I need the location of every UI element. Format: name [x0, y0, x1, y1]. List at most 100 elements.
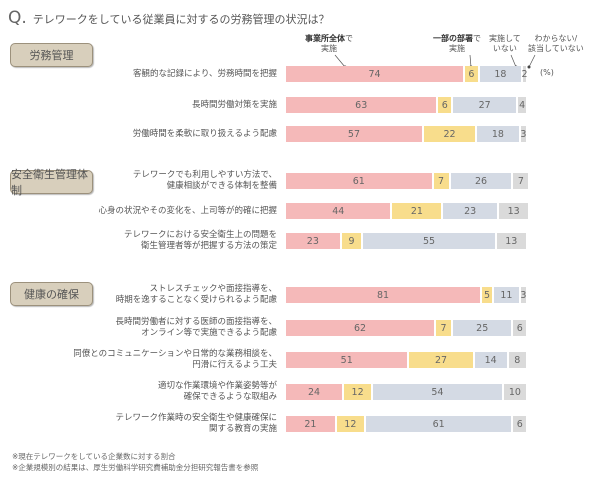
bar-segment: 74 [286, 66, 464, 82]
category-label-line: オンライン等で実施できるよう配慮 [141, 328, 277, 338]
leader-line [469, 54, 472, 68]
bar-segment: 23 [443, 203, 497, 219]
bar-segment: 22 [423, 126, 476, 142]
category-label: テレワーク作業時の安全衛生や健康確保に 関する教育の実施 [115, 413, 277, 435]
category-label: テレワークにおける安全衛生上の問題を 衛生管理者等が把握する方法の策定 [124, 230, 277, 252]
bar-segment: 8 [508, 352, 526, 368]
data-label: 18 [494, 68, 507, 80]
title-text: テレワークをしている従業員に対するの労務管理の状況は？ [32, 13, 330, 26]
data-label: 2 [521, 68, 528, 80]
category-label-line: テレワークでも利用しやすい方法で、 [132, 170, 277, 180]
bar-segment: 6 [438, 97, 451, 113]
bar-segment: 10 [503, 384, 526, 400]
category-label: 労働時間を柔軟に取り扱えるよう配慮 [133, 129, 277, 140]
category-label: 同僚とのコミュニケーションや日常的な業務相談を、 円滑に行えるよう工夫 [73, 349, 277, 371]
bar-segment: 3 [520, 287, 526, 303]
bar-segment: 18 [477, 126, 519, 142]
footnote-2: ※企業規模別の結果は、厚生労働科学研究費補助金分担研究報告書を参照 [12, 463, 259, 472]
leader-dot [527, 65, 531, 69]
data-label: 57 [347, 128, 361, 140]
bar-segment: 24 [286, 384, 343, 400]
category-label: テレワークでも利用しやすい方法で、 健康相談ができる体制を整備 [133, 170, 277, 192]
bar-segment: 57 [286, 126, 422, 142]
data-label: 13 [505, 235, 518, 247]
data-label: 4 [519, 99, 526, 111]
bar-segment: 5 [482, 287, 493, 303]
data-label: 5 [484, 289, 491, 301]
data-label: 54 [431, 386, 444, 398]
question-mark: Q. [8, 8, 27, 28]
bar-segment: 6 [513, 320, 526, 336]
bar-segment: 12 [336, 416, 364, 432]
bar-segment: 13 [496, 233, 526, 249]
category-label: ストレスチェックや面接指導を、 時期を逸することなく受けられるよう配慮 [116, 284, 277, 306]
bar-segment: 21 [392, 203, 442, 219]
section-label: 労務管理 [10, 43, 93, 67]
data-label: 22 [443, 128, 456, 140]
data-label: 14 [484, 354, 497, 366]
category-label-line: 同僚とのコミュニケーションや日常的な業務相談を、 [73, 349, 277, 359]
legend-label-line2: 実施 [449, 44, 465, 53]
bar-segment: 3 [520, 126, 526, 142]
category-label-line: 時期を逸することなく受けられるよう配慮 [115, 295, 277, 305]
legend-series-0: 事業所全体で 実施 [305, 34, 353, 54]
category-label-line: 労働時間を柔軟に取り扱えるよう配慮 [132, 128, 277, 139]
category-label-line: 長時間労働対策を実施 [191, 99, 277, 110]
data-label: 18 [491, 128, 504, 140]
data-label: 6 [468, 68, 475, 80]
bar-segment: 81 [286, 287, 481, 303]
category-label-line: テレワークにおける安全衛生上の問題を [123, 230, 277, 240]
category-label-line: 心身の状況やその変化を、上司等が的確に把握 [98, 205, 277, 216]
data-label: 74 [368, 68, 381, 80]
data-label: 61 [432, 418, 445, 430]
category-label-line: ストレスチェックや面接指導を、 [149, 284, 277, 294]
legend-label-bold: 事業所全体 [305, 34, 345, 43]
data-label: 27 [478, 99, 491, 111]
bar-segment: 54 [373, 384, 502, 400]
data-label: 12 [351, 386, 364, 398]
data-label: 13 [507, 205, 520, 217]
data-label: 61 [352, 175, 365, 187]
data-label: 51 [340, 354, 353, 366]
bar-segment: 62 [286, 320, 435, 336]
data-label: 11 [500, 289, 513, 301]
category-label-line: 健康相談ができる体制を整備 [166, 181, 277, 191]
bar-segment: 26 [450, 173, 512, 189]
data-label: 6 [516, 418, 523, 430]
category-label-line: 衛生管理者等が把握する方法の策定 [140, 241, 277, 251]
bar-segment: 9 [341, 233, 362, 249]
bar-segment: 11 [494, 287, 519, 303]
data-label: 8 [514, 354, 521, 366]
category-label-line: テレワーク作業時の安全衛生や健康確保に [115, 413, 277, 423]
data-label: 23 [464, 205, 477, 217]
unit-label: (%) [540, 68, 554, 77]
category-label-line: 客観的な記録により、労務時間を把握 [133, 68, 277, 79]
data-label: 62 [353, 322, 367, 334]
legend-label: で [345, 34, 353, 43]
legend-label-bold: 一部の部署 [433, 34, 473, 43]
bar-segment: 61 [286, 173, 432, 189]
category-label-line: 関する教育の実施 [208, 424, 277, 434]
bar-segment: 23 [286, 233, 340, 249]
bar-segment: 51 [286, 352, 408, 368]
legend-label-line2: 該当していない [528, 44, 584, 53]
bar-segment: 7 [433, 173, 449, 189]
chart-title: Q. テレワークをしている従業員に対するの労務管理の状況は？ [8, 8, 329, 28]
category-label: 客観的な記録により、労務時間を把握 [133, 69, 277, 80]
bar-segment: 2 [521, 66, 528, 82]
data-label: 55 [422, 235, 436, 247]
data-label: 12 [344, 418, 357, 430]
bar-segment: 44 [286, 203, 391, 219]
data-label: 7 [517, 175, 524, 187]
legend-series-1: 一部の部署で 実施 [433, 34, 481, 54]
section-label: 健康の確保 [10, 282, 93, 306]
data-label: 63 [355, 99, 368, 111]
data-label: 25 [476, 322, 489, 334]
bar-segment: 21 [286, 416, 335, 432]
category-label: 長時間労働者に対する医師の面接指導を、 オンライン等で実施できるよう配慮 [115, 317, 277, 339]
category-label-line: 円滑に行えるよう工夫 [192, 360, 277, 370]
bar-segment: 25 [452, 320, 512, 336]
data-label: 9 [348, 235, 355, 247]
legend-label: わからない/ [534, 34, 578, 43]
legend-label-line2: いない [492, 44, 517, 53]
